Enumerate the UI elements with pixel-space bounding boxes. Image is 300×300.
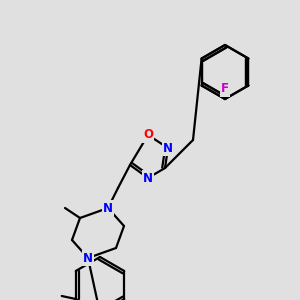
Text: O: O bbox=[143, 128, 153, 142]
Text: N: N bbox=[143, 172, 153, 184]
Text: N: N bbox=[83, 251, 93, 265]
Text: N: N bbox=[103, 202, 113, 214]
Text: F: F bbox=[221, 82, 229, 95]
Text: N: N bbox=[163, 142, 173, 154]
